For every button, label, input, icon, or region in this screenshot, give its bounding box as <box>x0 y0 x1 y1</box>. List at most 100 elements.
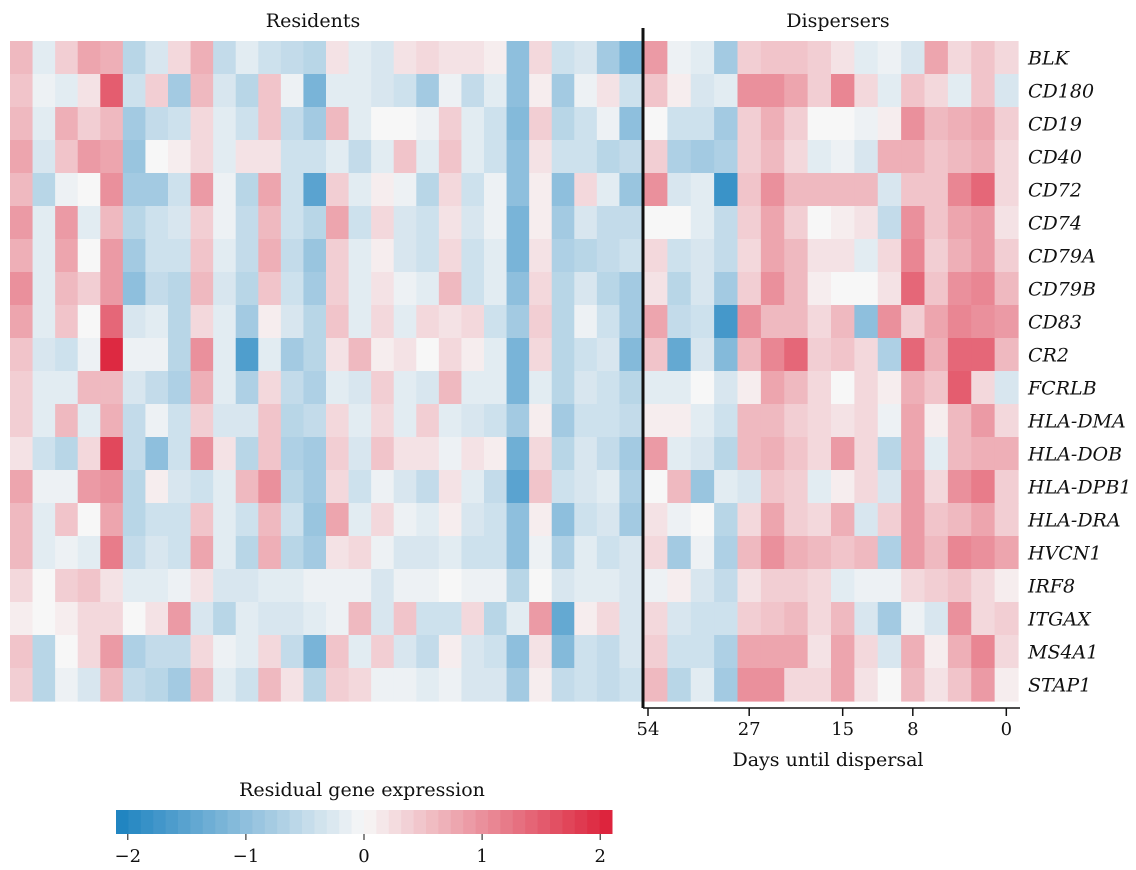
residents-cell-r8-c13 <box>303 305 327 339</box>
residents-cell-r12-c2 <box>55 437 79 471</box>
residents-cell-r10-c25 <box>574 371 598 405</box>
residents-cell-r6-c3 <box>77 239 101 273</box>
residents-cell-r6-c8 <box>190 239 214 273</box>
residents-cell-r1-c19 <box>438 74 463 108</box>
dispersers-cell-r16-c9 <box>854 569 879 603</box>
residents-cell-r19-c10 <box>235 668 259 702</box>
dispersers-cell-r2-c8 <box>831 107 855 141</box>
residents-cell-r11-c7 <box>168 404 192 438</box>
dispersers-cell-r18-c5 <box>760 635 785 669</box>
gene-label-cd79b: CD79B <box>1028 279 1096 301</box>
residents-cell-r11-c4 <box>100 404 124 438</box>
residents-cell-r18-c17 <box>393 635 417 669</box>
dispersers-cell-r9-c7 <box>807 338 832 372</box>
dispersers-cell-r12-c13 <box>947 437 972 471</box>
dispersers-cell-r19-c7 <box>807 668 832 702</box>
residents-cell-r3-c6 <box>145 140 169 174</box>
residents-cell-r9-c3 <box>77 338 101 372</box>
residents-cell-r14-c23 <box>529 503 553 537</box>
dispersers-cell-r12-c10 <box>877 437 902 471</box>
residents-cell-r7-c10 <box>235 272 259 306</box>
residents-cell-r17-c8 <box>190 602 214 636</box>
dispersers-cell-r1-c1 <box>667 74 692 108</box>
residents-cell-r10-c20 <box>461 371 485 405</box>
residents-cell-r6-c18 <box>416 239 440 273</box>
dispersers-cell-r9-c6 <box>784 338 809 372</box>
dispersers-cell-r5-c15 <box>994 206 1019 240</box>
residents-cell-r7-c25 <box>574 272 598 306</box>
residents-cell-r8-c3 <box>77 305 101 339</box>
residents-cell-r15-c10 <box>235 536 259 570</box>
residents-cell-r19-c22 <box>506 668 530 702</box>
residents-cell-r14-c9 <box>213 503 237 537</box>
residents-cell-r0-c12 <box>280 41 305 75</box>
dispersers-cell-r0-c11 <box>901 41 926 75</box>
dispersers-cell-r8-c0 <box>644 305 668 339</box>
residents-cell-r14-c20 <box>461 503 485 537</box>
residents-cell-r19-c15 <box>348 668 372 702</box>
dispersers-cell-r0-c7 <box>807 41 832 75</box>
residents-cell-r8-c12 <box>280 305 305 339</box>
residents-cell-r7-c0 <box>10 272 34 306</box>
dispersers-cell-r2-c6 <box>784 107 809 141</box>
residents-cell-r14-c1 <box>32 503 56 537</box>
residents-cell-r7-c3 <box>77 272 101 306</box>
dispersers-cell-r7-c6 <box>784 272 809 306</box>
colorbar-tick-label--1: −1 <box>233 846 260 867</box>
residents-cell-r16-c25 <box>574 569 598 603</box>
dispersers-cell-r3-c2 <box>690 140 715 174</box>
colorbar-step-33 <box>525 810 539 834</box>
residents-cell-r0-c7 <box>168 41 192 75</box>
dispersers-cell-r2-c2 <box>690 107 715 141</box>
dispersers-cell-r17-c11 <box>901 602 926 636</box>
residents-cell-r11-c10 <box>235 404 259 438</box>
residents-cell-r0-c18 <box>416 41 440 75</box>
colorbar-step-24 <box>413 810 427 834</box>
residents-cell-r13-c6 <box>145 470 169 504</box>
dispersers-cell-r2-c4 <box>737 107 762 141</box>
residents-cell-r17-c20 <box>461 602 485 636</box>
dispersers-cell-r7-c4 <box>737 272 762 306</box>
dispersers-cell-r1-c7 <box>807 74 832 108</box>
residents-cell-r8-c11 <box>258 305 282 339</box>
dispersers-cell-r0-c4 <box>737 41 762 75</box>
residents-cell-r17-c3 <box>77 602 101 636</box>
residents-cell-r3-c17 <box>393 140 417 174</box>
dispersers-cell-r19-c0 <box>644 668 668 702</box>
residents-cell-r15-c0 <box>10 536 34 570</box>
residents-cell-r4-c1 <box>32 173 56 207</box>
residents-cell-r13-c25 <box>574 470 598 504</box>
residents-cell-r6-c2 <box>55 239 79 273</box>
residents-cell-r2-c7 <box>168 107 192 141</box>
dispersers-cell-r10-c9 <box>854 371 879 405</box>
colorbar-step-36 <box>562 810 576 834</box>
dispersers-cell-r3-c13 <box>947 140 972 174</box>
residents-cell-r8-c17 <box>393 305 417 339</box>
dispersers-cell-r14-c12 <box>924 503 949 537</box>
residents-cell-r18-c1 <box>32 635 56 669</box>
residents-cell-r11-c2 <box>55 404 79 438</box>
residents-cell-r9-c23 <box>529 338 553 372</box>
residents-cell-r14-c24 <box>551 503 575 537</box>
residents-cell-r14-c8 <box>190 503 214 537</box>
dispersers-cell-r14-c6 <box>784 503 809 537</box>
residents-cell-r11-c1 <box>32 404 56 438</box>
residents-cell-r12-c12 <box>280 437 305 471</box>
residents-cell-r5-c8 <box>190 206 214 240</box>
dispersers-cell-r17-c7 <box>807 602 832 636</box>
dispersers-cell-r9-c4 <box>737 338 762 372</box>
dispersers-cell-r14-c5 <box>760 503 785 537</box>
residents-cell-r9-c12 <box>280 338 305 372</box>
residents-cell-r3-c0 <box>10 140 34 174</box>
dispersers-cell-r0-c15 <box>994 41 1019 75</box>
dispersers-cell-r10-c11 <box>901 371 926 405</box>
residents-cell-r16-c0 <box>10 569 34 603</box>
residents-cell-r5-c16 <box>371 206 395 240</box>
residents-cell-r0-c1 <box>32 41 56 75</box>
residents-cell-r1-c4 <box>100 74 124 108</box>
dispersers-cell-r1-c12 <box>924 74 949 108</box>
residents-cell-r9-c16 <box>371 338 395 372</box>
dispersers-cell-r5-c1 <box>667 206 692 240</box>
residents-cell-r15-c16 <box>371 536 395 570</box>
residents-cell-r3-c10 <box>235 140 259 174</box>
